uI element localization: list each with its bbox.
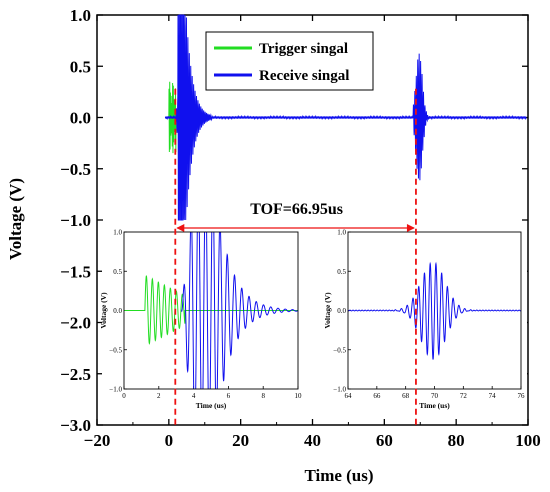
- inset-plot-right: 64 66 68 70 72 74 76 −1.0 −0.5 0.0 0.5 1.0 Time (us)…: [323, 228, 527, 415]
- y-tick-label: −2.0: [60, 314, 91, 333]
- y-tick-label: −1.5: [60, 262, 91, 281]
- y-tick-label: 0.0: [70, 109, 91, 128]
- receive-trace: [164, 14, 527, 221]
- inset-receive-trace: [180, 232, 298, 389]
- inset-receive-trace: [348, 261, 521, 360]
- legend-label: Receive singal: [259, 68, 349, 84]
- inset-x-tick-label: 68: [402, 392, 410, 400]
- inset-x-tick-label: 72: [460, 392, 468, 400]
- inset-x-tick-label: 76: [518, 392, 526, 400]
- x-tick-label: 100: [515, 431, 541, 450]
- inset-x-tick-label: 6: [227, 392, 231, 400]
- inset-y-tick-label: 1.0: [113, 229, 122, 237]
- inset-y-tick-label: 0.5: [337, 268, 346, 276]
- y-tick-label: −0.5: [60, 160, 91, 179]
- inset-x-tick-label: 70: [431, 392, 439, 400]
- x-tick-label: 0: [165, 431, 174, 450]
- inset-y-tick-label: 0.5: [113, 268, 122, 276]
- inset-x-axis-label: Time (us): [196, 401, 227, 410]
- inset-frame: [123, 231, 299, 390]
- legend-box: [205, 31, 374, 91]
- inset-x-tick-label: 64: [345, 392, 353, 400]
- x-tick-label: 60: [376, 431, 393, 450]
- inset-y-axis-label: Voltage (V): [323, 292, 332, 329]
- tof-arrow-head-right: [406, 224, 415, 232]
- inset-x-tick-label: 8: [261, 392, 265, 400]
- inset-x-axis-label: Time (us): [419, 401, 450, 410]
- inset-plot-left: 0 2 4 6 8 10 −1.0 −0.5 0.0 0.5 1.0 Time (us) Voltage…: [99, 228, 304, 415]
- main-plot-area: −20 0 20 40 60 80 100−3.0−2.5−2.0−1.5−1.0−0.50…: [60, 6, 541, 450]
- y-tick-label: 0.5: [70, 57, 91, 76]
- x-tick-label: −20: [84, 431, 111, 450]
- legend-label: Trigger singal: [259, 41, 348, 57]
- tof-annotation: TOF=66.95us: [250, 201, 343, 218]
- inset-y-axis-label: Voltage (V): [99, 292, 108, 329]
- inset-x-tick-label: 10: [295, 392, 303, 400]
- inset-y-tick-label: 0.0: [337, 307, 346, 315]
- x-tick-label: 40: [304, 431, 321, 450]
- legend: Trigger singal Receive singal: [205, 31, 374, 91]
- inset-y-tick-label: −1.0: [333, 386, 346, 394]
- y-axis-label: Voltage (V): [6, 178, 25, 260]
- y-tick-label: 1.0: [70, 6, 91, 25]
- y-tick-label: −1.0: [60, 211, 91, 230]
- inset-y-tick-label: 0.0: [113, 307, 122, 315]
- x-tick-label: 80: [448, 431, 465, 450]
- inset-x-tick-label: 0: [122, 392, 126, 400]
- tof-arrow-head-left: [176, 224, 185, 232]
- y-tick-label: −3.0: [60, 416, 91, 435]
- inset-x-tick-label: 2: [157, 392, 161, 400]
- x-tick-label: 20: [232, 431, 249, 450]
- inset-y-tick-label: −1.0: [109, 386, 122, 394]
- inset-x-tick-label: 66: [373, 392, 381, 400]
- inset-y-tick-label: −0.5: [333, 346, 346, 354]
- inset-x-tick-label: 4: [192, 392, 196, 400]
- inset-frame: [347, 231, 522, 390]
- x-axis-label: Time (us): [304, 466, 373, 485]
- inset-y-tick-label: 1.0: [337, 229, 346, 237]
- y-tick-label: −2.5: [60, 365, 91, 384]
- tof-markers: TOF=66.95us: [174, 88, 417, 425]
- inset-x-tick-label: 74: [489, 392, 497, 400]
- inset-y-tick-label: −0.5: [109, 346, 122, 354]
